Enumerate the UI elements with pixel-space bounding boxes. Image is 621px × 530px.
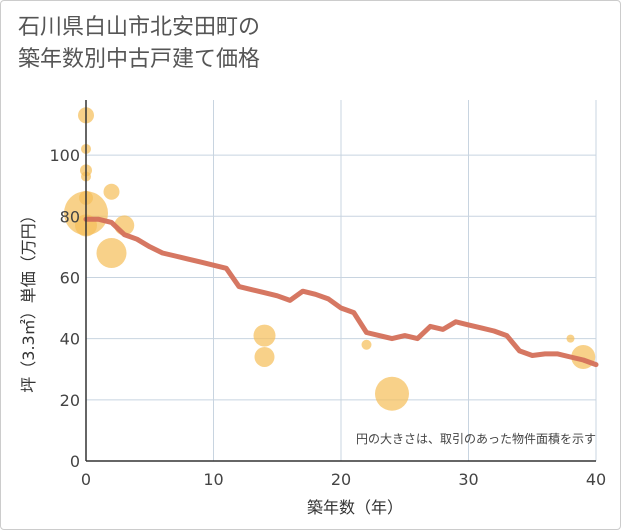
tick-labels: 0 10 20 30 40 0 20 40 60 80 100 (49, 146, 606, 489)
x-tick-label: 10 (203, 470, 223, 489)
y-tick-label: 40 (60, 330, 80, 349)
x-axis-label: 築年数（年） (307, 498, 403, 517)
bubble-point (254, 346, 275, 367)
y-tick-label: 0 (70, 452, 80, 471)
chart-title: 石川県白山市北安田町の 築年数別中古戸建て価格 (18, 12, 578, 76)
bubble-point (361, 339, 372, 350)
x-tick-label: 20 (331, 470, 351, 489)
bubble-point (96, 237, 127, 268)
y-tick-label: 80 (60, 207, 80, 226)
axes (85, 100, 596, 462)
bubble-point (566, 334, 575, 343)
trend-line (83, 216, 599, 368)
bubble-series (64, 107, 596, 411)
x-tick-label: 30 (458, 470, 478, 489)
chart-title-line-1: 石川県白山市北安田町の (18, 15, 261, 40)
y-axis-label: 坪（3.3㎡）単価（万円） (19, 207, 38, 392)
x-tick-label: 40 (586, 470, 606, 489)
grid-lines (86, 100, 597, 461)
trend-line-group (83, 216, 599, 368)
y-tick-label: 100 (49, 146, 80, 165)
y-tick-label: 20 (60, 391, 80, 410)
bubble-point (103, 183, 120, 200)
bubble-point (375, 376, 409, 411)
y-tick-label: 60 (60, 268, 80, 287)
x-tick-label: 0 (81, 470, 91, 489)
bubble-size-note: 円の大きさは、取引のあった物件面積を示す (356, 431, 596, 446)
bubble-point (253, 324, 276, 347)
chart-title-line-2: 築年数別中古戸建て価格 (18, 47, 261, 72)
